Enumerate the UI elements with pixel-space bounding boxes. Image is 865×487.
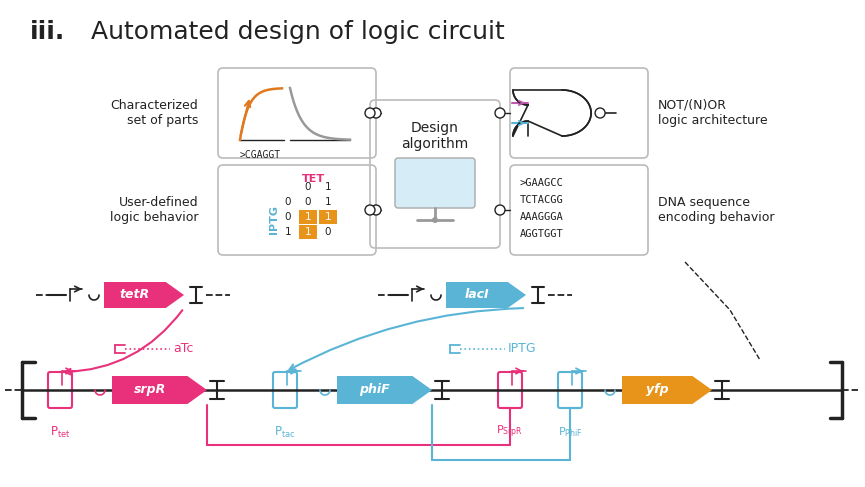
- Text: 1: 1: [324, 197, 331, 207]
- FancyBboxPatch shape: [558, 372, 582, 408]
- Text: 0: 0: [304, 182, 311, 192]
- Text: 0: 0: [285, 197, 292, 207]
- Text: User-defined
logic behavior: User-defined logic behavior: [110, 196, 198, 224]
- Text: algorithm: algorithm: [401, 137, 469, 151]
- Circle shape: [432, 217, 438, 223]
- Polygon shape: [104, 282, 184, 308]
- Text: yfp: yfp: [646, 383, 669, 396]
- Text: lacI: lacI: [465, 288, 490, 301]
- Text: Automated design of logic circuit: Automated design of logic circuit: [75, 20, 505, 44]
- Text: aTc: aTc: [173, 342, 194, 356]
- Text: 1: 1: [304, 227, 311, 237]
- Text: >CGAGGT: >CGAGGT: [240, 150, 281, 160]
- Bar: [299, 225, 317, 239]
- Text: 0: 0: [304, 197, 311, 207]
- Text: iii.: iii.: [30, 20, 65, 44]
- Text: P$_{\rm SrpR}$: P$_{\rm SrpR}$: [497, 424, 523, 440]
- Circle shape: [371, 205, 381, 215]
- Polygon shape: [446, 282, 526, 308]
- Polygon shape: [337, 376, 432, 404]
- Text: IPTG: IPTG: [269, 206, 279, 235]
- FancyBboxPatch shape: [273, 372, 297, 408]
- Text: 0: 0: [285, 212, 292, 222]
- Text: phiF: phiF: [359, 383, 390, 396]
- Text: srpR: srpR: [133, 383, 166, 396]
- Circle shape: [371, 108, 381, 118]
- Text: TCTACGG: TCTACGG: [520, 195, 564, 205]
- Text: DNA sequence
encoding behavior: DNA sequence encoding behavior: [658, 196, 774, 224]
- Text: P$_{\rm tac}$: P$_{\rm tac}$: [274, 425, 296, 440]
- Text: Characterized
set of parts: Characterized set of parts: [110, 99, 198, 127]
- Text: AAAGGGA: AAAGGGA: [520, 212, 564, 222]
- Text: >GAAGCC: >GAAGCC: [520, 178, 564, 188]
- Text: P$_{\rm PhiF}$: P$_{\rm PhiF}$: [558, 425, 582, 439]
- Circle shape: [365, 108, 375, 118]
- Circle shape: [495, 205, 505, 215]
- FancyBboxPatch shape: [48, 372, 72, 408]
- Text: tetR: tetR: [120, 288, 150, 301]
- Text: 0: 0: [324, 227, 331, 237]
- Circle shape: [595, 108, 606, 118]
- Text: AGGTGGT: AGGTGGT: [520, 229, 564, 239]
- Text: 1: 1: [285, 227, 292, 237]
- Bar: [299, 210, 317, 224]
- Polygon shape: [112, 376, 207, 404]
- Text: P$_{\rm tet}$: P$_{\rm tet}$: [49, 425, 70, 440]
- Polygon shape: [513, 90, 591, 136]
- Text: 1: 1: [324, 212, 331, 222]
- Text: NOT/(N)OR
logic architecture: NOT/(N)OR logic architecture: [658, 99, 767, 127]
- Text: IPTG: IPTG: [508, 342, 536, 356]
- Text: 1: 1: [324, 182, 331, 192]
- FancyBboxPatch shape: [498, 372, 522, 408]
- Circle shape: [495, 108, 505, 118]
- FancyBboxPatch shape: [395, 158, 475, 208]
- Text: TET: TET: [301, 174, 324, 184]
- Polygon shape: [622, 376, 712, 404]
- Text: Design: Design: [411, 121, 459, 135]
- Circle shape: [365, 205, 375, 215]
- Text: 1: 1: [304, 212, 311, 222]
- Bar: [319, 210, 337, 224]
